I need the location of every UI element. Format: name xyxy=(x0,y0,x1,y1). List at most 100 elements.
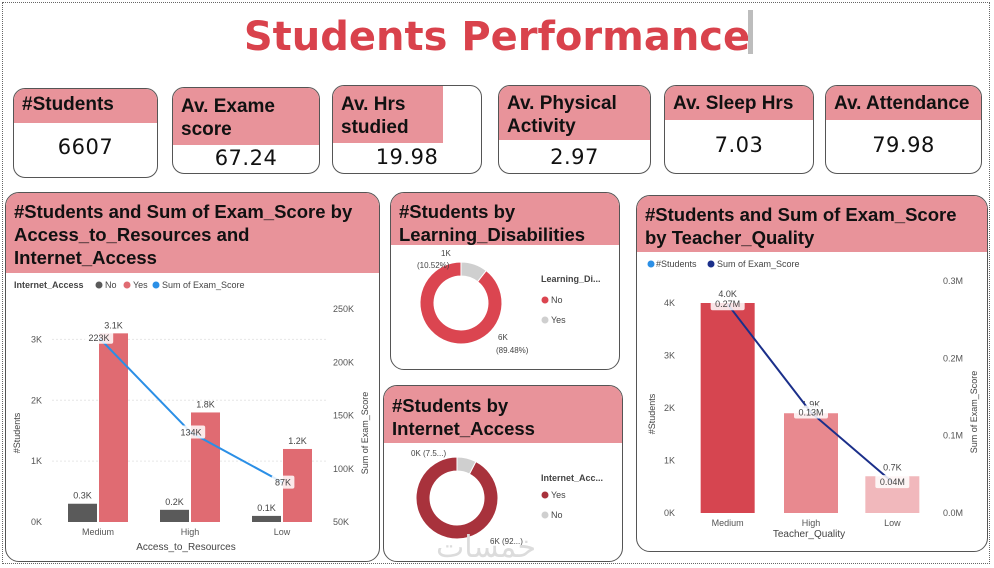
chart-title: #Students by Learning_Disabilities xyxy=(391,193,619,245)
y2-tick-label: 0.3M xyxy=(943,276,963,286)
legend-exam-label: Sum of Exam_Score xyxy=(717,259,800,269)
line-point-label: 134K xyxy=(180,428,201,438)
y-axis-label: #Students xyxy=(647,393,657,434)
legend-yes-marker xyxy=(123,281,131,289)
legend-no-marker xyxy=(95,281,103,289)
x-tick-label: Medium xyxy=(82,527,114,537)
bar-yes xyxy=(99,333,128,522)
donut-slice-no xyxy=(456,456,477,475)
line-point-label: 223K xyxy=(88,333,109,343)
text-cursor xyxy=(748,10,753,54)
chart-title: #Students and Sum of Exam_Score by Teach… xyxy=(637,196,987,252)
kpi-physical-activity[interactable]: Av. Physical Activity 2.97 xyxy=(498,85,651,174)
y2-tick-label: 0.0M xyxy=(943,508,963,518)
y2-tick-label: 0.2M xyxy=(943,353,963,363)
y-axis-label: #Students xyxy=(12,412,22,453)
bar-students xyxy=(700,303,755,513)
chart-card-disabilities[interactable]: #Students by Learning_Disabilities Learn… xyxy=(390,192,620,370)
line-point-label: 87K xyxy=(275,478,291,488)
chart-title: #Students by Internet_Access xyxy=(384,386,622,443)
x-axis-label: Access_to_Resources xyxy=(136,542,236,553)
kpi-value: 19.98 xyxy=(375,145,439,169)
line-point-label-bg xyxy=(710,297,745,311)
bar-no-label: 0.1K xyxy=(257,503,276,513)
x-axis-label: Teacher_Quality xyxy=(773,529,845,540)
y2-axis-label: Sum of Exam_Score xyxy=(360,392,370,475)
legend-exam-label: Sum of Exam_Score xyxy=(162,280,245,290)
kpi-exam-score[interactable]: Av. Exame score 67.24 xyxy=(172,87,320,174)
legend-exam-marker xyxy=(707,260,715,268)
legend-yes-label: Yes xyxy=(551,490,566,500)
line-point-label: 0.27M xyxy=(715,299,740,309)
x-tick-label: Low xyxy=(884,518,901,528)
bar-no xyxy=(68,503,97,522)
donut-slice-yes xyxy=(460,261,487,283)
chart-card-teacher[interactable]: #Students and Sum of Exam_Score by Teach… xyxy=(636,195,988,552)
y2-tick-label: 250K xyxy=(333,304,354,314)
y-tick-label: 2K xyxy=(31,395,42,405)
bar-students xyxy=(784,413,838,513)
y-tick-label: 3K xyxy=(31,334,42,344)
kpi-label: Av. Attendance xyxy=(826,86,981,120)
legend-students-label: #Students xyxy=(656,259,697,269)
chart-card-internet[interactable]: #Students by Internet_Access Internet_Ac… xyxy=(383,385,623,562)
kpi-label: #Students xyxy=(14,89,157,123)
bar-label: 1.9K xyxy=(802,399,821,409)
y-tick-label: 1K xyxy=(31,456,42,466)
legend-no-label: No xyxy=(105,280,117,290)
legend-students-marker xyxy=(647,260,655,268)
y-tick-label: 4K xyxy=(664,298,675,308)
chart-card-access[interactable]: #Students and Sum of Exam_Score by Acces… xyxy=(5,192,380,562)
kpi-value: 2.97 xyxy=(550,145,599,169)
legend-title: Internet_Access xyxy=(14,280,84,290)
bar-yes-label: 1.2K xyxy=(288,436,307,446)
y-tick-label: 1K xyxy=(664,456,675,466)
kpi-value: 6607 xyxy=(57,135,114,159)
slice-label-no-pct: (89.48%) xyxy=(496,346,529,355)
legend-no-label: No xyxy=(551,295,563,305)
line-point-label-bg xyxy=(794,405,828,419)
legend-title: Learning_Di... xyxy=(541,274,601,284)
bar-no xyxy=(160,509,189,522)
legend-yes-label: Yes xyxy=(133,280,148,290)
y2-tick-label: 0.1M xyxy=(943,431,963,441)
chart-title: #Students and Sum of Exam_Score by Acces… xyxy=(6,193,379,273)
donut-slice-yes xyxy=(415,456,499,540)
kpi-label: Av. Exame score xyxy=(173,88,319,145)
kpi-value: 79.98 xyxy=(872,133,935,157)
legend-no-label: No xyxy=(551,510,563,520)
slice-label-no: 0K (7.5...) xyxy=(411,449,446,458)
kpi-sleep-hours[interactable]: Av. Sleep Hrs 7.03 xyxy=(664,85,814,174)
slice-label-yes-count: 1K xyxy=(441,249,451,258)
y2-tick-label: 150K xyxy=(333,411,354,421)
kpi-hours-studied[interactable]: Av. Hrs studied 19.98 xyxy=(332,85,482,174)
y-tick-label: 0K xyxy=(664,508,675,518)
donut-slice-no xyxy=(419,261,503,345)
legend-no-marker xyxy=(541,511,549,519)
y2-axis-label: Sum of Exam_Score xyxy=(969,371,979,454)
disabilities-donut: Learning_Di... No Yes 1K (10.52%) 6K (89… xyxy=(417,249,601,355)
x-tick-label: High xyxy=(181,527,200,537)
legend-yes-marker xyxy=(541,491,549,499)
legend-yes-marker xyxy=(541,316,549,324)
x-tick-label: High xyxy=(802,518,821,528)
y-tick-label: 3K xyxy=(664,351,675,361)
kpi-students[interactable]: #Students 6607 xyxy=(13,88,158,178)
slice-label-no-count: 6K xyxy=(498,333,508,342)
x-tick-label: Medium xyxy=(712,518,744,528)
legend-exam-marker xyxy=(152,281,160,289)
line-point-label-bg xyxy=(176,425,206,439)
line-point-label-bg xyxy=(271,475,295,489)
kpi-label: Av. Sleep Hrs xyxy=(665,86,813,120)
bar-yes-label: 3.1K xyxy=(104,320,123,330)
kpi-label: Av. Hrs studied xyxy=(333,86,443,143)
kpi-attendance[interactable]: Av. Attendance 79.98 xyxy=(825,85,982,174)
line-point-label: 0.04M xyxy=(880,477,905,487)
y2-tick-label: 100K xyxy=(333,464,354,474)
y2-tick-label: 200K xyxy=(333,357,354,367)
y-tick-label: 0K xyxy=(31,517,42,527)
kpi-value: 7.03 xyxy=(714,133,764,157)
bar-no xyxy=(252,515,281,522)
bar-yes-label: 1.8K xyxy=(196,399,215,409)
